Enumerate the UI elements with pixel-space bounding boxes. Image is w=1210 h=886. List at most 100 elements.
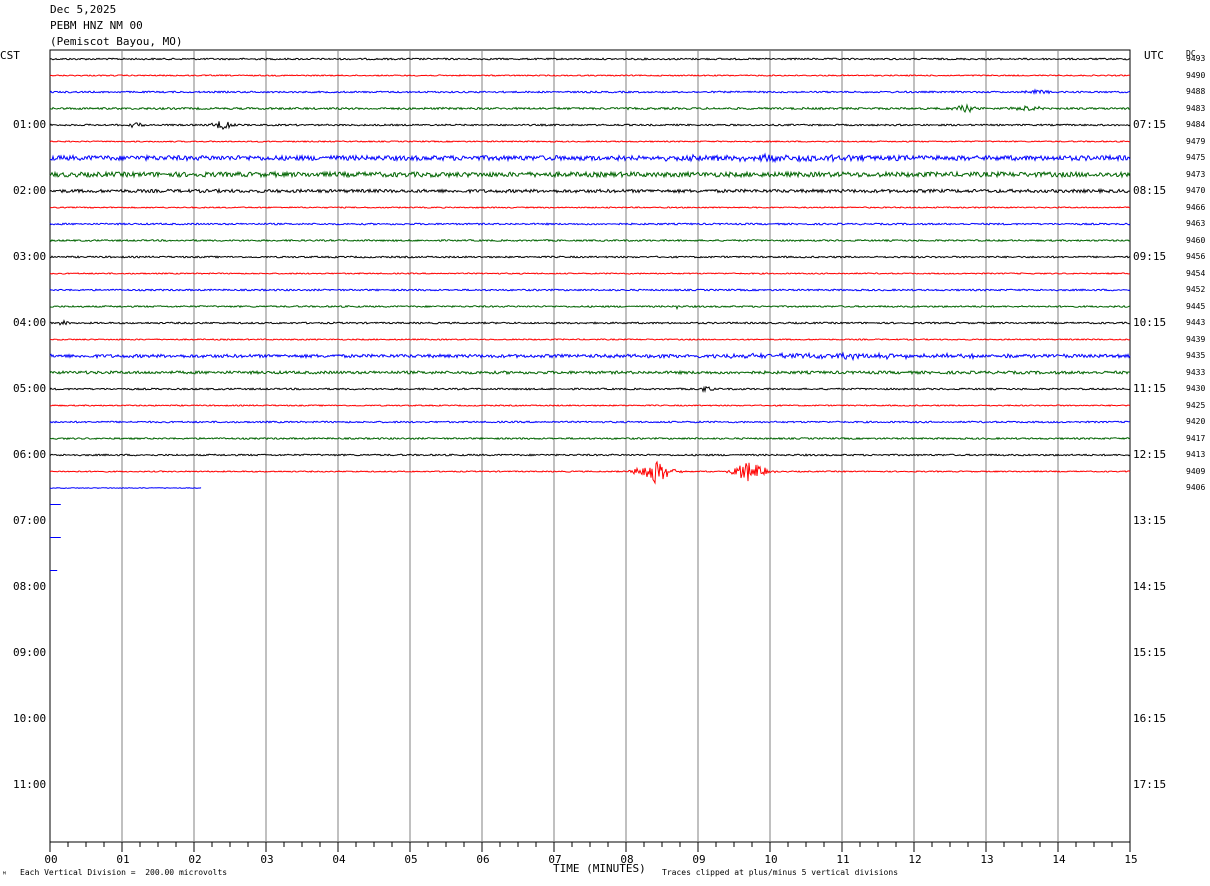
trace-row bbox=[49, 170, 1131, 179]
dc-value: 9488 bbox=[1186, 87, 1206, 96]
trace-row bbox=[49, 351, 1131, 362]
left-axis-label: CST bbox=[0, 49, 20, 62]
cst-hour-label: 10:00 bbox=[13, 712, 47, 725]
dc-value: 9473 bbox=[1186, 169, 1206, 179]
x-tick-label: 15 bbox=[1124, 853, 1138, 866]
dc-value: 9439 bbox=[1186, 334, 1206, 344]
dc-value: 9490 bbox=[1186, 70, 1206, 80]
clip-note: Traces clipped at plus/minus 5 vertical … bbox=[662, 868, 899, 877]
dc-value: 9483 bbox=[1186, 103, 1206, 113]
trace-row bbox=[49, 319, 1131, 326]
seismic-traces bbox=[49, 57, 1131, 571]
dc-value: 9479 bbox=[1186, 136, 1206, 146]
cst-hour-label: 02:00 bbox=[13, 184, 47, 197]
dc-value: 9445 bbox=[1186, 301, 1206, 311]
cst-hour-label: 09:00 bbox=[13, 646, 47, 659]
trace-row bbox=[49, 206, 1130, 209]
cst-hour-label: 03:00 bbox=[13, 250, 47, 263]
trace-row bbox=[49, 288, 1131, 292]
utc-hour-label: 11:15 bbox=[1133, 382, 1167, 395]
trace-row bbox=[49, 238, 1131, 243]
utc-hour-label: 07:15 bbox=[1133, 118, 1167, 131]
x-tick-label: 01 bbox=[116, 853, 130, 866]
x-tick-label: 09 bbox=[692, 853, 706, 866]
trace-row bbox=[49, 152, 1131, 164]
utc-hour-label: 10:15 bbox=[1133, 316, 1167, 329]
utc-hour-label: 17:15 bbox=[1133, 778, 1167, 791]
trace-row bbox=[49, 338, 1131, 341]
x-tick-label: 05 bbox=[404, 853, 418, 866]
trace-row bbox=[49, 88, 1131, 95]
trace-row bbox=[49, 404, 1131, 407]
header-location: (Pemiscot Bayou, MO) bbox=[50, 35, 183, 48]
utc-hour-label: 13:15 bbox=[1133, 514, 1167, 527]
utc-hour-label: 16:15 bbox=[1133, 712, 1167, 725]
x-tick-label: 12 bbox=[908, 853, 922, 866]
dc-value: 9452 bbox=[1186, 285, 1206, 294]
dc-value: 9460 bbox=[1186, 235, 1206, 245]
dc-value: 9409 bbox=[1186, 466, 1206, 476]
trace-row bbox=[49, 57, 1131, 61]
x-tick-label: 00 bbox=[44, 853, 58, 866]
trace-row bbox=[49, 187, 1131, 195]
trace-row bbox=[49, 304, 1131, 311]
trace-row bbox=[49, 255, 1131, 259]
right-axis-label: UTC bbox=[1144, 49, 1164, 62]
x-tick-label: 02 bbox=[188, 853, 202, 866]
dc-value: 9433 bbox=[1186, 367, 1206, 377]
x-tick-label: 07 bbox=[548, 853, 562, 866]
dc-value: 9475 bbox=[1186, 153, 1206, 162]
dc-value: 9470 bbox=[1186, 186, 1206, 195]
dc-value: 9463 bbox=[1186, 219, 1206, 228]
dc-value: 9430 bbox=[1186, 384, 1206, 393]
x-tick-label: 14 bbox=[1052, 853, 1066, 866]
utc-hour-label: 12:15 bbox=[1133, 448, 1167, 461]
dc-value: 9413 bbox=[1186, 450, 1206, 459]
minute-gridlines bbox=[121, 50, 1059, 842]
utc-hour-label: 09:15 bbox=[1133, 250, 1167, 263]
dc-label: DC bbox=[1186, 49, 1196, 58]
cst-hour-label: 05:00 bbox=[13, 382, 47, 395]
trace-row bbox=[49, 385, 1131, 393]
cst-hour-label: 07:00 bbox=[13, 514, 47, 527]
trace-row bbox=[49, 222, 1131, 226]
trace-row bbox=[49, 103, 1131, 114]
trace-row bbox=[49, 121, 1131, 131]
trace-row bbox=[49, 460, 1131, 485]
header-date: Dec 5,2025 bbox=[50, 3, 117, 16]
trace-row bbox=[49, 74, 1131, 77]
trace-row bbox=[49, 453, 1131, 457]
dc-value: 9484 bbox=[1186, 120, 1206, 129]
dc-value: 9417 bbox=[1186, 433, 1206, 443]
dc-value: 9443 bbox=[1186, 318, 1206, 327]
scale-note: Each Vertical Division = 200.00 microvol… bbox=[20, 868, 228, 877]
cst-hour-label: 08:00 bbox=[13, 580, 47, 593]
dc-value: 9420 bbox=[1186, 417, 1206, 426]
cst-hour-label: 11:00 bbox=[13, 778, 47, 791]
x-tick-label: 08 bbox=[620, 853, 634, 866]
dc-value: 9425 bbox=[1186, 400, 1206, 410]
utc-hour-label: 15:15 bbox=[1133, 646, 1167, 659]
x-tick-label: 03 bbox=[260, 853, 274, 866]
plot-frame bbox=[49, 49, 1131, 843]
trace-row bbox=[49, 272, 1131, 275]
header-station: PEBM HNZ NM 00 bbox=[50, 19, 143, 32]
x-axis-title: TIME (MINUTES) bbox=[553, 862, 646, 875]
dc-value: 9493 bbox=[1186, 54, 1206, 63]
x-tick-label: 10 bbox=[764, 853, 778, 866]
dc-value: 9466 bbox=[1186, 202, 1206, 212]
utc-hour-label: 14:15 bbox=[1133, 580, 1167, 593]
trace-row bbox=[49, 487, 202, 489]
dc-value: 9406 bbox=[1186, 483, 1206, 492]
dc-value: 9454 bbox=[1186, 268, 1206, 278]
x-tick-label: 04 bbox=[332, 853, 346, 866]
utc-hour-label: 08:15 bbox=[1133, 184, 1167, 197]
x-axis-ticks bbox=[49, 842, 1131, 852]
corner-mark: ᴹ bbox=[2, 870, 7, 879]
trace-row bbox=[49, 140, 1130, 143]
dc-value: 9435 bbox=[1186, 351, 1206, 360]
dc-value: 9456 bbox=[1186, 252, 1206, 261]
trace-row bbox=[49, 369, 1131, 376]
x-tick-label: 06 bbox=[476, 853, 490, 866]
